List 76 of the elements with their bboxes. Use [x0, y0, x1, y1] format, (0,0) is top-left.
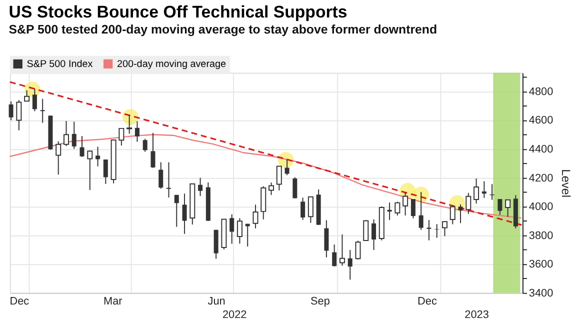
- candlestick: [498, 198, 502, 216]
- candlestick: [458, 204, 463, 224]
- candlestick: [418, 192, 424, 230]
- candlestick: [284, 159, 290, 176]
- candlestick: [174, 194, 179, 228]
- candlestick: [474, 178, 480, 204]
- candlestick: [198, 177, 203, 197]
- candlestick: [434, 224, 440, 238]
- y-tick-label: 3800: [528, 230, 554, 242]
- candlestick: [103, 159, 108, 184]
- y-tick-label: 4200: [528, 172, 554, 184]
- x-tick-label: Mar: [104, 295, 123, 308]
- candlestick: [32, 88, 37, 112]
- candlestick: [410, 198, 416, 219]
- candlestick: [150, 132, 156, 168]
- chart-title: US Stocks Bounce Off Technical Supports: [8, 2, 348, 22]
- candlestick: [87, 150, 93, 190]
- x-tick-label: Dec: [10, 295, 30, 308]
- x-tick-label: Sep: [310, 295, 330, 308]
- candlestick: [63, 120, 69, 147]
- candlestick: [166, 162, 171, 198]
- candlestick: [182, 193, 187, 234]
- candlestick: [348, 250, 352, 280]
- candlestick: [16, 100, 22, 131]
- candlestick: [40, 98, 45, 124]
- y-tick-label: 3600: [528, 258, 554, 271]
- y-tick-label: 4000: [528, 201, 554, 214]
- candlestick: [442, 221, 448, 237]
- candlestick: [332, 244, 337, 267]
- y-tick-label: 3400: [528, 287, 554, 300]
- candlestick: [142, 138, 148, 152]
- candlestick: [402, 192, 408, 216]
- x-tick-label: Jun: [208, 295, 226, 308]
- candlestick: [236, 218, 242, 244]
- candlestick: [96, 146, 100, 167]
- candlestick: [276, 166, 282, 191]
- candlestick: [505, 199, 511, 218]
- candlestick: [80, 136, 84, 158]
- candlestick: [482, 180, 486, 198]
- candlestick: [158, 162, 164, 190]
- candlestick: [252, 204, 258, 229]
- candlestick: [466, 192, 472, 214]
- candlestick: [394, 201, 400, 216]
- candlestick: [339, 234, 345, 266]
- candlestick: [126, 114, 132, 134]
- candlestick: [214, 229, 218, 260]
- candlestick: [268, 182, 274, 196]
- candlestick: [450, 205, 456, 225]
- legend-label: S&P 500 Index: [26, 58, 93, 70]
- chart-subtitle: S&P 500 tested 200-day moving average to stay above former downtrend: [8, 22, 438, 37]
- candlestick: [230, 214, 234, 244]
- y-tick-label: 4400: [528, 143, 554, 156]
- x2-tick-label: 2022: [222, 309, 247, 322]
- x2-tick-label: 2023: [464, 309, 489, 322]
- y-tick-label: 4600: [528, 114, 554, 127]
- candlestick: [56, 140, 62, 176]
- candlestick: [426, 220, 432, 241]
- line-series: [9, 134, 522, 219]
- candlestick: [372, 218, 376, 250]
- y-tick-label: 4800: [528, 86, 554, 98]
- x-tick-label: Dec: [418, 295, 438, 308]
- candlestick: [300, 197, 306, 220]
- y-axis-title: Level: [559, 169, 574, 198]
- candlestick: [355, 240, 361, 260]
- candlestick: [134, 120, 140, 142]
- candlestick: [324, 220, 329, 258]
- candlestick: [363, 220, 369, 241]
- candlestick: [118, 128, 124, 146]
- candlestick: [292, 176, 298, 199]
- legend-label: 200-day moving average: [116, 58, 227, 70]
- candlestick: [308, 196, 314, 224]
- candlestick: [8, 100, 14, 121]
- candlestick: [72, 121, 76, 150]
- candlestick: [260, 186, 266, 220]
- candlestick: [24, 90, 30, 102]
- candlestick: [245, 223, 250, 248]
